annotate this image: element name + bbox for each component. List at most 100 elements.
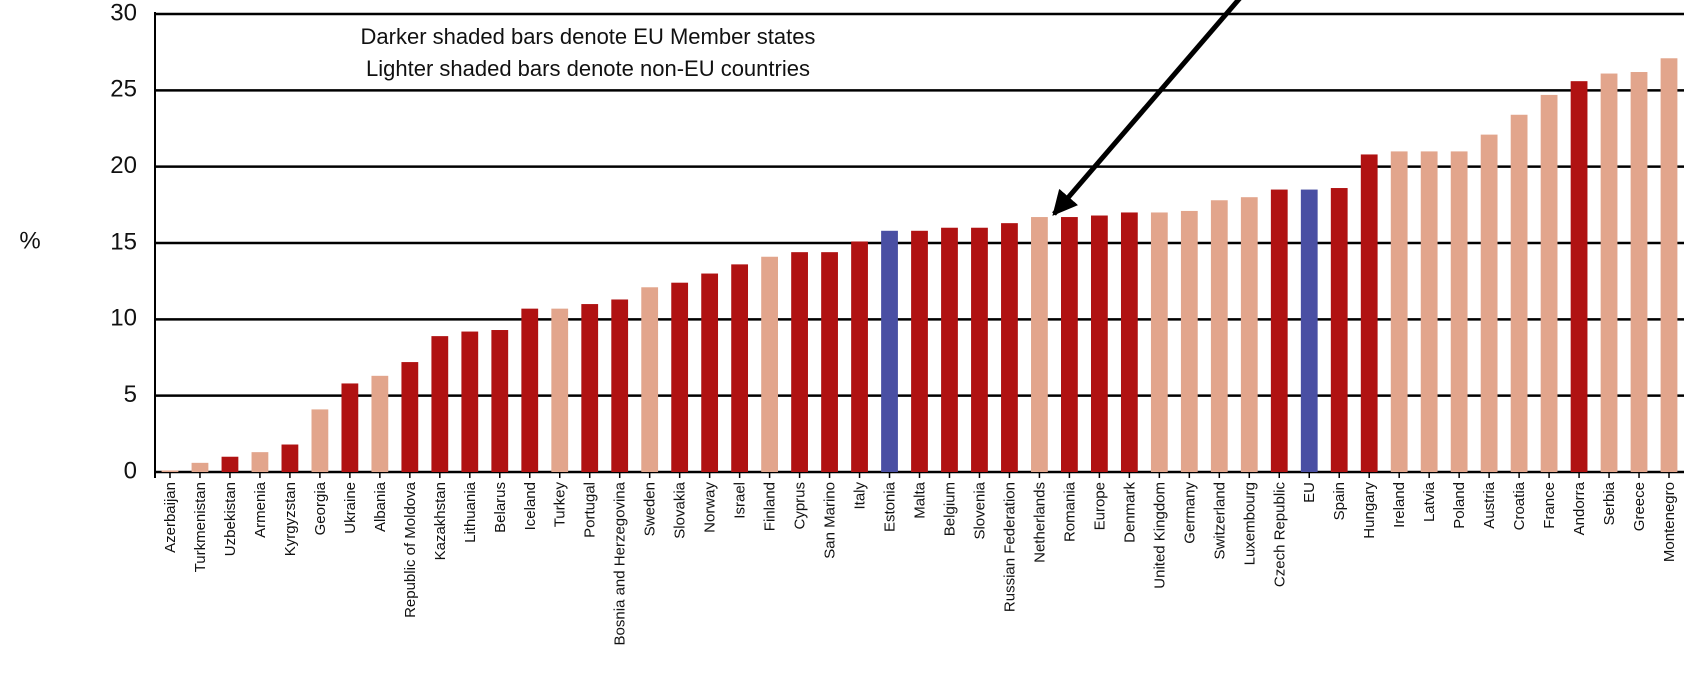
y-tick-label: 25 <box>110 76 137 103</box>
bar <box>1120 212 1138 472</box>
bar <box>1600 73 1618 472</box>
bar <box>1570 81 1588 472</box>
bar <box>1270 189 1288 473</box>
x-tick-label: Sweden <box>642 482 659 536</box>
bar <box>1001 223 1018 472</box>
x-tick-label: Iceland <box>522 482 539 530</box>
x-tick-label: Slovakia <box>672 481 689 538</box>
bar <box>731 264 749 472</box>
y-tick-label: 30 <box>110 0 137 26</box>
x-tick-label: Albania <box>372 481 389 532</box>
bar <box>371 375 389 472</box>
bar <box>1240 197 1258 472</box>
bar <box>1090 215 1108 472</box>
bar <box>1450 151 1468 472</box>
x-tick-label: Kyrgyzstan <box>282 482 299 556</box>
bar <box>761 256 778 472</box>
bar <box>221 456 239 472</box>
x-tick-label: Turkmenistan <box>192 482 209 572</box>
x-tick-label: Georgia <box>312 481 329 535</box>
bar <box>941 227 958 472</box>
bar <box>581 304 599 472</box>
bar <box>1180 210 1198 472</box>
bar <box>431 336 449 472</box>
bar <box>1510 114 1528 472</box>
x-tick-label: San Marino <box>822 482 839 559</box>
bar <box>161 470 179 472</box>
x-tick-label: Italy <box>852 482 869 510</box>
bar <box>821 252 838 472</box>
x-tick-label: Bosnia and Herzegovina <box>612 481 629 645</box>
bar <box>611 299 629 472</box>
bar <box>1031 217 1048 472</box>
bar <box>851 241 868 472</box>
bar <box>1061 217 1078 472</box>
bar <box>911 230 928 472</box>
x-tick-label: Belarus <box>492 482 509 533</box>
bar <box>1540 94 1558 472</box>
x-tick-label: Finland <box>762 482 779 531</box>
annotation: Darker shaded bars denote EU Member stat… <box>361 24 816 49</box>
bar <box>791 252 808 472</box>
x-tick-label: Kazakhstan <box>432 482 449 560</box>
bar <box>521 308 539 472</box>
x-tick-label: Hungary <box>1361 482 1378 539</box>
bar <box>1330 188 1348 473</box>
x-tick-label: Netherlands <box>1031 482 1048 563</box>
bar <box>551 308 569 472</box>
x-tick-label: Czech Republic <box>1271 482 1288 588</box>
bar <box>461 331 479 472</box>
x-tick-label: Austria <box>1481 481 1498 528</box>
x-tick-label: Ukraine <box>342 482 359 534</box>
y-tick-label: 5 <box>124 381 137 408</box>
y-tick-label: 0 <box>124 457 137 484</box>
x-tick-label: Republic of Moldova <box>402 481 419 618</box>
bar <box>1360 154 1378 472</box>
bar <box>401 362 419 472</box>
x-tick-label: Malta <box>912 481 929 518</box>
bar <box>881 230 898 472</box>
x-tick-label: Azerbaijan <box>162 482 179 553</box>
bar <box>1210 200 1228 472</box>
bar <box>1660 58 1678 472</box>
x-tick-label: Turkey <box>552 482 569 528</box>
bar <box>1480 134 1498 472</box>
bar <box>671 282 689 472</box>
x-tick-label: Ireland <box>1391 482 1408 528</box>
y-axis-label: % <box>19 227 40 254</box>
x-tick-label: Germany <box>1181 482 1198 544</box>
bar <box>1630 72 1648 472</box>
x-tick-label: Serbia <box>1601 481 1618 525</box>
bar <box>1150 212 1168 472</box>
bar <box>1420 151 1438 472</box>
x-tick-label: Belgium <box>941 482 958 536</box>
x-tick-label: Latvia <box>1421 481 1438 522</box>
x-tick-label: Norway <box>702 482 719 533</box>
annotation: Lighter shaded bars denote non-EU countr… <box>366 56 810 81</box>
bar <box>281 444 299 472</box>
x-tick-label: United Kingdom <box>1151 482 1168 589</box>
x-tick-label: Europe <box>1091 482 1108 530</box>
x-tick-label: Russian Federation <box>1001 482 1018 612</box>
bar <box>701 273 719 472</box>
bar <box>491 330 509 472</box>
x-tick-label: Luxembourg <box>1241 482 1258 565</box>
x-tick-label: Switzerland <box>1211 482 1228 560</box>
bar <box>641 287 659 472</box>
bar <box>1390 151 1408 472</box>
x-tick-label: Israel <box>732 482 749 519</box>
x-tick-label: Romania <box>1061 481 1078 542</box>
y-tick-label: 20 <box>110 152 137 179</box>
x-tick-label: Cyprus <box>792 482 809 530</box>
x-tick-label: Greece <box>1631 482 1648 531</box>
y-tick-label: 15 <box>110 228 137 255</box>
bar <box>251 452 269 472</box>
x-tick-label: Estonia <box>882 481 899 532</box>
x-tick-label: Poland <box>1451 482 1468 529</box>
x-tick-label: France <box>1541 482 1558 529</box>
x-tick-label: Montenegro <box>1661 482 1678 562</box>
x-tick-label: Croatia <box>1511 481 1528 530</box>
arrow <box>1052 0 1242 216</box>
bar <box>1300 189 1318 473</box>
